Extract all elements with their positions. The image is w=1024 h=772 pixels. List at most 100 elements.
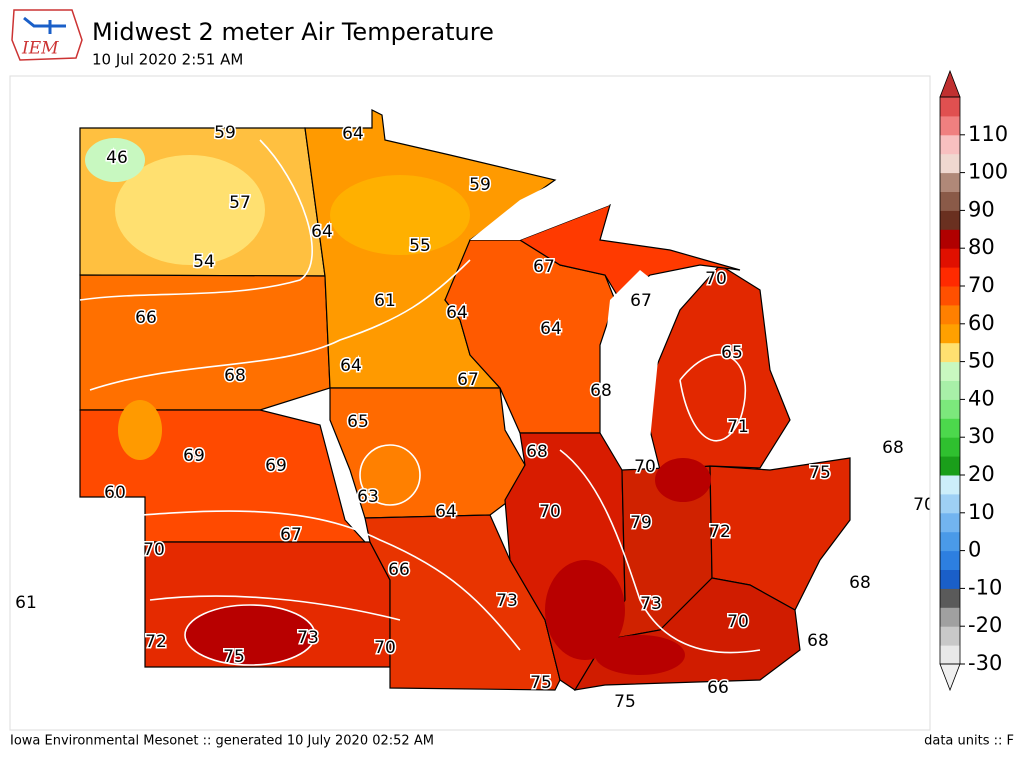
- colorbar-band: [940, 210, 960, 230]
- map-frame: [9, 75, 931, 731]
- contour-label: 75: [809, 463, 831, 483]
- contour-line: [559, 449, 761, 654]
- contour-label: 68: [224, 366, 246, 386]
- contour-line: [79, 139, 313, 301]
- colorbar-band: [940, 97, 960, 117]
- contour-label: 67: [630, 291, 652, 311]
- warm-patch: [185, 605, 315, 665]
- contour-line: [149, 595, 401, 621]
- contour-label: 69: [265, 456, 287, 476]
- contour-line: [184, 604, 316, 666]
- logo: IEM: [11, 9, 83, 61]
- colorbar-tick-label: 30: [968, 424, 995, 448]
- contour-label: 68: [526, 442, 548, 462]
- contour-label: 73: [640, 594, 662, 614]
- colorbar-extend-high: [939, 69, 961, 98]
- map: 59 64 46 57 64 59 55 54 61 64 67 70 67 66 64 65 64 68 67 68…: [10, 76, 935, 730]
- colorbar-band: [940, 380, 960, 400]
- contour-label: 70: [913, 495, 935, 515]
- contour-label: 72: [709, 522, 731, 542]
- colorbar: -30 -20 -10 0 10 20 30 40 50 60 70 80 90 100 110: [939, 69, 1008, 692]
- colorbar-band: [940, 512, 960, 533]
- contour-label: 68: [882, 438, 904, 458]
- contour-label: 65: [721, 343, 743, 363]
- south-dakota: [79, 274, 331, 411]
- colorbar-tick-label: 60: [968, 311, 995, 335]
- colorbar-band: [940, 153, 960, 174]
- colorbar-band: [940, 493, 960, 514]
- cool-patch: [85, 138, 145, 182]
- contour-label: 67: [280, 525, 302, 545]
- colorbar-tick-label: 90: [968, 197, 995, 221]
- contour-label: 57: [229, 193, 251, 213]
- contour-label: 66: [707, 678, 729, 698]
- colorbar-band: [940, 418, 960, 438]
- colorbar-frame: [939, 96, 961, 665]
- colorbar-band: [940, 323, 960, 344]
- colorbar-band: [940, 607, 960, 627]
- warm-patch: [655, 458, 711, 502]
- contour-label: 70: [374, 638, 396, 658]
- title: Midwest 2 meter Air Temperature: [92, 18, 494, 46]
- contour-label: 73: [496, 591, 518, 611]
- logo-text: IEM: [21, 39, 59, 59]
- michigan-upper: [518, 204, 741, 301]
- colorbar-band: [940, 626, 960, 646]
- colorbar-band: [940, 550, 960, 570]
- warm-patch: [545, 560, 625, 660]
- colorbar-band: [940, 361, 960, 381]
- footer-left: Iowa Environmental Mesonet :: generated …: [10, 734, 434, 749]
- colorbar-band: [940, 475, 960, 495]
- contour-label: 75: [223, 647, 245, 667]
- contour-line: [89, 259, 471, 391]
- colorbar-band: [940, 304, 960, 325]
- contour-label: 75: [614, 692, 636, 712]
- michigan-lower: [649, 264, 791, 471]
- contour-label: 68: [849, 573, 871, 593]
- contour-label: 54: [193, 252, 215, 272]
- colorbar-band: [940, 267, 960, 287]
- colorbar-tick-label: -30: [968, 651, 1002, 675]
- missouri: [364, 514, 561, 691]
- colorbar-band: [940, 569, 960, 589]
- colorbar-band: [940, 115, 960, 136]
- contour-label: 70: [727, 612, 749, 632]
- colorbar-band: [940, 342, 960, 363]
- contour-label: 68: [807, 631, 829, 651]
- contour-label: 64: [446, 303, 468, 323]
- contour-label: 68: [590, 381, 612, 401]
- colorbar-band: [940, 645, 960, 665]
- colorbar-band: [940, 191, 960, 211]
- colorbar-band: [940, 172, 960, 192]
- lake-michigan: [600, 270, 665, 470]
- contour-label: 61: [374, 291, 396, 311]
- contour-label: 55: [409, 236, 431, 256]
- cool-patch: [360, 445, 420, 505]
- contour-label: 64: [340, 356, 362, 376]
- contour-label: 79: [630, 513, 652, 533]
- colorbar-tick-label: 50: [968, 349, 995, 373]
- contour-label: 71: [727, 417, 749, 437]
- contour-line: [679, 353, 746, 442]
- contour-label: 70: [539, 502, 561, 522]
- contour-label: 67: [533, 257, 555, 277]
- colorbar-band: [940, 134, 960, 155]
- warm-patch: [595, 635, 685, 675]
- colorbar-tick-label: 0: [968, 538, 981, 562]
- contour-label: 75: [530, 673, 552, 693]
- temperature-patches: [85, 138, 711, 675]
- contour-label: 67: [457, 370, 479, 390]
- colorbar-band: [940, 531, 960, 552]
- contour-label: 70: [705, 269, 727, 289]
- colorbar-tick-label: 100: [968, 160, 1008, 184]
- cool-patch: [118, 400, 162, 460]
- colorbar-tick-label: -10: [968, 575, 1002, 599]
- contour-label: 60: [104, 483, 126, 503]
- colorbar-band: [940, 437, 960, 457]
- colorbar-tick-label: 10: [968, 500, 995, 524]
- colorbar-tick-label: 40: [968, 386, 995, 410]
- colorbar-tick-label: -20: [968, 613, 1002, 637]
- colorbar-band: [940, 588, 960, 608]
- colorbar-band: [940, 399, 960, 419]
- contour-label: 59: [469, 175, 491, 195]
